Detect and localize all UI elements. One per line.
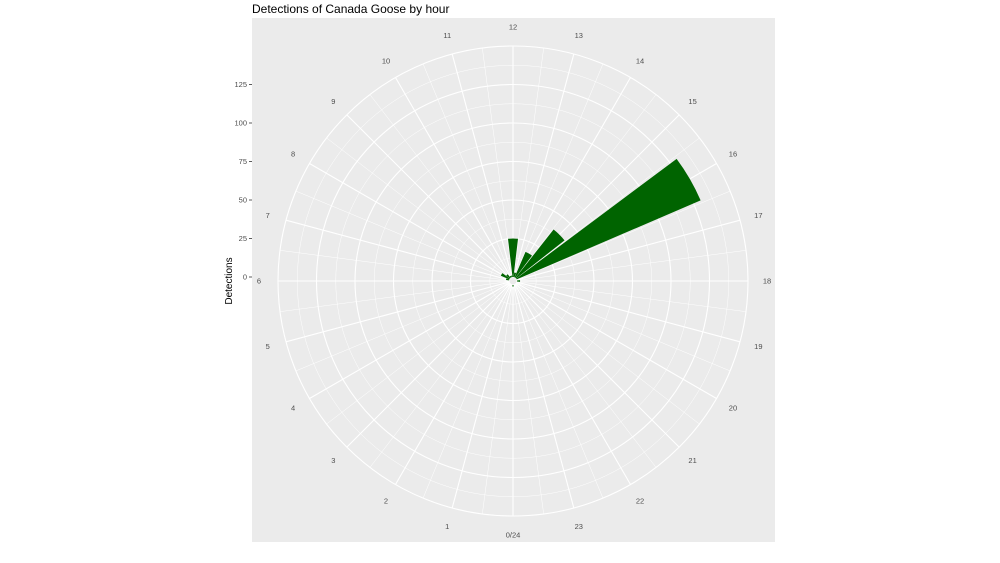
bar-hour-0 <box>512 284 514 287</box>
major-grid-spoke <box>395 77 512 278</box>
hour-label: 3 <box>331 456 335 465</box>
hour-label: 1 <box>445 522 449 531</box>
hour-label: 23 <box>575 522 583 531</box>
major-grid-spoke <box>515 283 680 448</box>
minor-grid-spoke <box>326 137 510 279</box>
y-tick-label: 0 <box>243 273 247 282</box>
major-grid-spoke <box>514 284 631 485</box>
y-axis: 0 25 50 75 100 125 <box>234 80 252 282</box>
grid-layer <box>277 45 749 517</box>
major-grid-spoke <box>513 53 575 278</box>
hour-label: 14 <box>636 57 644 66</box>
hour-label: 17 <box>754 211 762 220</box>
y-axis-label: Detections <box>224 257 235 304</box>
major-grid-spoke <box>395 284 512 485</box>
minor-grid-spoke <box>482 47 513 278</box>
minor-grid-spoke <box>482 284 513 515</box>
hour-label: 15 <box>688 97 696 106</box>
minor-grid-spoke <box>326 283 510 425</box>
hour-label: 20 <box>729 404 737 413</box>
bar-hour-15 <box>515 229 565 279</box>
minor-grid-spoke <box>369 284 511 468</box>
minor-grid-spoke <box>279 281 510 312</box>
hour-label: 21 <box>688 456 696 465</box>
hour-label: 5 <box>266 342 270 351</box>
major-grid-spoke <box>346 114 511 279</box>
bar-layer <box>500 158 701 287</box>
bar-hour-9 <box>506 274 511 279</box>
minor-grid-spoke <box>516 137 700 279</box>
hour-label: 18 <box>763 277 771 286</box>
hour-label: 16 <box>729 150 737 159</box>
hour-label: 11 <box>443 31 451 40</box>
bar-hour-16 <box>516 158 701 280</box>
major-grid-spoke <box>516 281 741 343</box>
bar-hour-7 <box>505 278 510 281</box>
y-tick-label: 100 <box>234 119 247 128</box>
major-grid-spoke <box>285 281 510 343</box>
bar-hour-10 <box>509 275 512 278</box>
minor-grid-spoke <box>516 250 747 281</box>
major-grid-spoke <box>516 282 717 399</box>
y-tick-label: 125 <box>234 80 247 89</box>
major-grid-spoke <box>346 283 511 448</box>
minor-grid-spoke <box>516 190 731 280</box>
minor-grid-spoke <box>516 283 700 425</box>
minor-grid-spoke <box>422 63 512 278</box>
hour-label: 4 <box>291 404 295 413</box>
minor-grid-spoke <box>515 284 657 468</box>
minor-grid-spoke <box>279 250 510 281</box>
hour-label: 9 <box>331 97 335 106</box>
minor-grid-spoke <box>513 47 544 278</box>
hour-label: 12 <box>509 23 517 32</box>
minor-grid-spoke <box>515 94 657 278</box>
major-grid-spoke <box>514 77 631 278</box>
bar-hour-13 <box>513 272 517 278</box>
major-grid-spoke <box>451 53 513 278</box>
minor-grid-spoke <box>295 282 510 372</box>
minor-grid-spoke <box>516 282 731 372</box>
minor-grid-spoke <box>514 284 604 499</box>
hour-label: 13 <box>575 31 583 40</box>
minor-grid-spoke <box>422 284 512 499</box>
hour-label: 8 <box>291 150 295 159</box>
minor-grid-spoke <box>369 94 511 278</box>
bar-hour-11 <box>510 275 513 278</box>
bar-hour-8 <box>500 273 510 280</box>
hour-label-layer: 0/24123456789101112131415161718192021222… <box>257 23 771 540</box>
major-grid-spoke <box>516 219 741 281</box>
hour-label: 0/24 <box>506 531 521 540</box>
bar-hour-18 <box>516 280 521 282</box>
minor-grid-spoke <box>513 284 544 515</box>
y-tick-label: 50 <box>239 196 247 205</box>
chart-title: Detections of Canada Goose by hour <box>252 2 450 16</box>
major-grid-spoke <box>309 163 510 280</box>
minor-grid-spoke <box>295 190 510 280</box>
major-grid-spoke <box>513 284 575 509</box>
hour-label: 6 <box>257 277 261 286</box>
major-grid-spoke <box>451 284 513 509</box>
major-grid-spoke <box>309 282 510 399</box>
bar-hour-12 <box>508 238 518 278</box>
major-grid-spoke <box>285 219 510 281</box>
hour-label: 22 <box>636 496 644 505</box>
hour-label: 7 <box>266 211 270 220</box>
hour-label: 10 <box>382 57 390 66</box>
minor-grid-spoke <box>516 281 747 312</box>
y-tick-label: 25 <box>239 234 247 243</box>
hour-label: 19 <box>754 342 762 351</box>
y-tick-label: 75 <box>239 157 247 166</box>
bar-hour-14 <box>514 251 532 278</box>
hour-label: 2 <box>384 496 388 505</box>
minor-grid-spoke <box>514 63 604 278</box>
